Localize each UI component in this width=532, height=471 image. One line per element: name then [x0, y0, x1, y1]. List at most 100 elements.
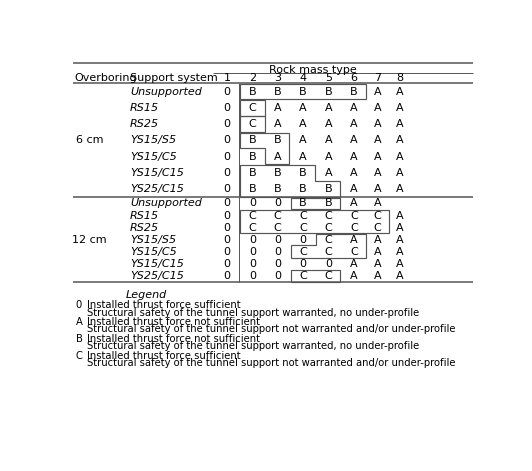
Text: 6 cm: 6 cm [76, 136, 104, 146]
Text: A: A [396, 223, 404, 233]
Text: A: A [76, 317, 82, 327]
Text: B: B [248, 184, 256, 195]
Text: C: C [273, 211, 281, 220]
Text: B: B [299, 168, 306, 178]
Text: A: A [325, 119, 332, 129]
Text: 0: 0 [223, 271, 230, 281]
Text: A: A [396, 271, 404, 281]
Text: A: A [325, 103, 332, 113]
Text: A: A [396, 259, 404, 269]
Text: Overboring: Overboring [74, 73, 137, 83]
Text: 0: 0 [223, 223, 230, 233]
Text: A: A [396, 136, 404, 146]
Text: Structural safety of the tunnel support warranted, no under-profile: Structural safety of the tunnel support … [87, 308, 419, 317]
Text: A: A [373, 87, 381, 97]
Text: B: B [325, 87, 332, 97]
Text: 0: 0 [223, 152, 230, 162]
Text: B: B [350, 87, 358, 97]
Text: A: A [373, 152, 381, 162]
Text: YS15/C5: YS15/C5 [130, 152, 177, 162]
Text: A: A [273, 119, 281, 129]
Text: A: A [325, 152, 332, 162]
Text: A: A [350, 168, 358, 178]
Text: Structural safety of the tunnel support not warranted and/or under-profile: Structural safety of the tunnel support … [87, 358, 455, 368]
Text: C: C [248, 103, 256, 113]
Text: C: C [248, 119, 256, 129]
Text: A: A [273, 103, 281, 113]
Text: A: A [396, 87, 404, 97]
Text: A: A [325, 136, 332, 146]
Text: A: A [373, 168, 381, 178]
Text: 0: 0 [274, 271, 281, 281]
Text: A: A [373, 271, 381, 281]
Text: 0: 0 [300, 259, 306, 269]
Text: 1: 1 [223, 73, 230, 83]
Text: A: A [373, 235, 381, 245]
Text: A: A [373, 259, 381, 269]
Text: 3: 3 [274, 73, 281, 83]
Text: 0: 0 [223, 119, 230, 129]
Text: A: A [373, 103, 381, 113]
Text: C: C [325, 247, 332, 257]
Text: C: C [325, 235, 332, 245]
Text: 0: 0 [274, 235, 281, 245]
Text: Unsupported: Unsupported [130, 87, 202, 97]
Text: C: C [299, 271, 307, 281]
Text: A: A [373, 198, 381, 209]
Text: A: A [373, 136, 381, 146]
Text: C: C [325, 271, 332, 281]
Text: 0: 0 [223, 211, 230, 220]
Text: 7: 7 [373, 73, 381, 83]
Text: A: A [350, 136, 358, 146]
Text: Unsupported: Unsupported [130, 198, 202, 209]
Text: 4: 4 [300, 73, 306, 83]
Text: A: A [373, 247, 381, 257]
Text: C: C [299, 247, 307, 257]
Text: 0: 0 [223, 259, 230, 269]
Text: A: A [273, 152, 281, 162]
Text: B: B [76, 334, 82, 344]
Text: Rock mass type: Rock mass type [270, 65, 357, 75]
Text: B: B [273, 136, 281, 146]
Text: B: B [299, 184, 306, 195]
Text: A: A [350, 184, 358, 195]
Text: A: A [299, 119, 306, 129]
Text: 0: 0 [249, 235, 256, 245]
Text: B: B [299, 198, 306, 209]
Text: 0: 0 [223, 184, 230, 195]
Text: YS15/C5: YS15/C5 [130, 247, 177, 257]
Text: 0: 0 [223, 235, 230, 245]
Text: B: B [248, 136, 256, 146]
Text: C: C [248, 223, 256, 233]
Text: Legend: Legend [126, 290, 168, 300]
Text: C: C [373, 211, 381, 220]
Text: 0: 0 [223, 247, 230, 257]
Text: 0: 0 [325, 259, 332, 269]
Text: A: A [350, 198, 358, 209]
Text: C: C [373, 223, 381, 233]
Text: B: B [273, 168, 281, 178]
Text: 0: 0 [223, 198, 230, 209]
Text: 0: 0 [223, 87, 230, 97]
Text: A: A [396, 152, 404, 162]
Text: B: B [248, 87, 256, 97]
Bar [240, 210, 389, 233]
Text: Installed thrust force sufficient: Installed thrust force sufficient [87, 351, 240, 361]
Text: YS25/C15: YS25/C15 [130, 271, 184, 281]
Text: YS15/S5: YS15/S5 [130, 235, 176, 245]
Text: 0: 0 [274, 247, 281, 257]
Text: C: C [350, 223, 358, 233]
Text: C: C [325, 211, 332, 220]
Text: Support system: Support system [130, 73, 218, 83]
Bar [291, 270, 340, 282]
Text: Installed thrust force sufficient: Installed thrust force sufficient [87, 300, 240, 310]
Text: 0: 0 [274, 259, 281, 269]
Text: A: A [299, 152, 306, 162]
Text: A: A [396, 235, 404, 245]
Text: A: A [396, 119, 404, 129]
Text: RS25: RS25 [130, 119, 159, 129]
Text: 0: 0 [249, 259, 256, 269]
Text: YS25/C15: YS25/C15 [130, 184, 184, 195]
Text: 0: 0 [249, 247, 256, 257]
Text: Structural safety of the tunnel support warranted, no under-profile: Structural safety of the tunnel support … [87, 341, 419, 351]
